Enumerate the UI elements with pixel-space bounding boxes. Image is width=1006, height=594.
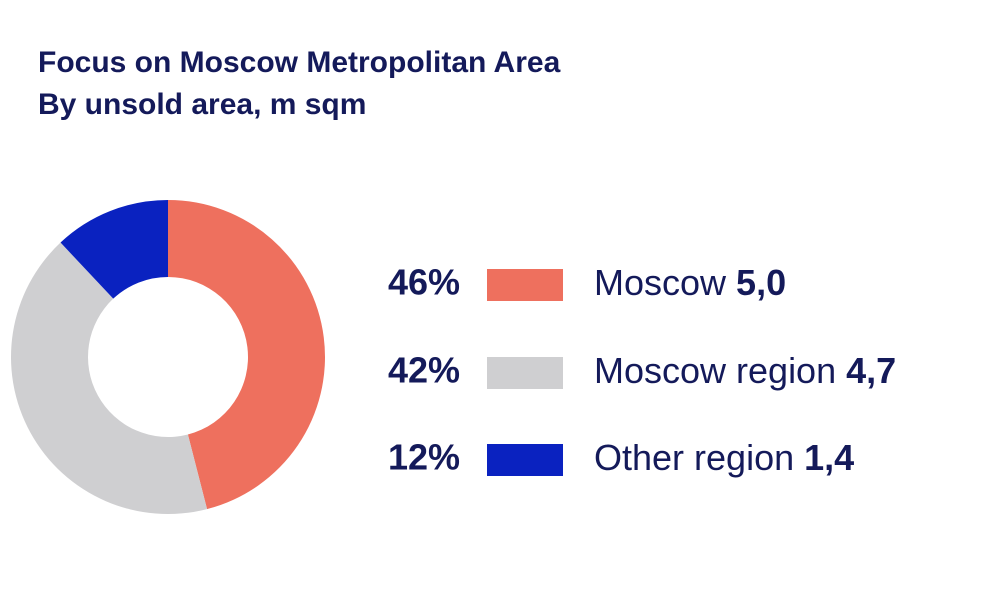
legend-label: Moscow region 4,7 [594,350,896,391]
legend-amount: 1,4 [804,437,854,478]
chart-subtitle: By unsold area, m sqm [38,88,366,121]
legend-name: Other region [594,437,794,478]
legend-amount: 4,7 [846,350,896,391]
legend-swatch [487,269,563,301]
chart-title: Focus on Moscow Metropolitan Area [38,46,561,79]
legend-label: Moscow 5,0 [594,262,786,303]
legend-amount: 5,0 [736,262,786,303]
legend-swatch [487,444,563,476]
legend-name: Moscow [594,262,727,303]
legend-label: Other region 1,4 [594,437,854,478]
donut-slice [10,242,208,514]
donut-slice [60,200,168,299]
value-label: 12% [388,437,460,478]
donut-slice [168,200,326,510]
value-label: 46% [388,262,460,303]
value-label: 42% [388,350,460,391]
legend-name: Moscow region [594,350,836,391]
legend-swatch [487,357,563,389]
